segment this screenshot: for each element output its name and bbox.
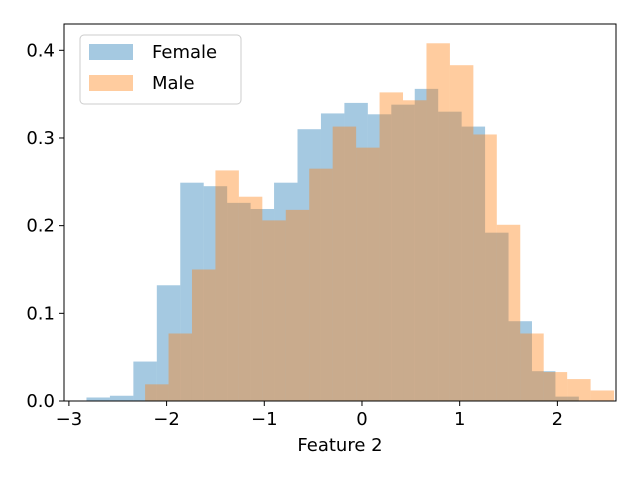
female-bar-17 [485, 232, 509, 401]
female-bar-6 [227, 202, 251, 401]
female-bar-19 [531, 371, 556, 401]
legend-label-male: Male [152, 73, 195, 94]
male-bar-4 [238, 196, 263, 401]
male-bar-14 [473, 134, 497, 401]
male-bar-1 [168, 333, 192, 401]
female-bar-14 [414, 88, 439, 402]
x-tick-label: 1 [454, 409, 465, 430]
female-bar-8 [274, 182, 298, 401]
male-bar-15 [496, 224, 521, 401]
male-bar-12 [426, 43, 450, 402]
male-bar-5 [262, 220, 286, 401]
female-bar-3 [156, 285, 181, 401]
x-tick-label: −2 [153, 409, 180, 430]
male-bar-17 [543, 372, 568, 401]
male-bar-3 [215, 170, 239, 401]
female-bar-10 [320, 113, 345, 401]
female-bar-9 [297, 129, 321, 402]
legend-swatch-male [89, 75, 133, 91]
female-bar-4 [180, 182, 204, 401]
x-tick-label: 2 [552, 409, 563, 430]
female-bar-18 [508, 321, 532, 401]
x-tick-label: −1 [251, 409, 278, 430]
y-tick-label: 0.0 [26, 391, 55, 412]
male-bar-9 [356, 147, 380, 401]
x-axis-ticks: −3 −2 −1 0 1 2 [56, 401, 563, 430]
female-bar-2 [133, 361, 157, 401]
male-bar-18 [567, 379, 591, 401]
y-axis-ticks: 0.0 0.1 0.2 0.3 0.4 [26, 40, 64, 412]
male-bar-6 [285, 209, 310, 401]
legend-label-female: Female [152, 42, 217, 63]
y-tick-label: 0.1 [26, 303, 55, 324]
male-bar-11 [403, 100, 427, 402]
female-bar-12 [367, 114, 392, 401]
female-bar-15 [438, 111, 462, 402]
male-bar-7 [309, 168, 333, 401]
male-bar-13 [449, 65, 474, 402]
x-tick-label: 0 [356, 409, 367, 430]
female-bar-20 [555, 396, 579, 401]
female-bar-7 [250, 208, 275, 401]
male-bar-8 [332, 126, 357, 401]
y-tick-label: 0.3 [26, 128, 55, 149]
female-bar-16 [461, 126, 486, 401]
female-bar-0 [86, 397, 110, 401]
female-bar-13 [391, 104, 415, 401]
female-bar-11 [344, 102, 368, 401]
legend-box [79, 34, 242, 105]
legend: Female Male [79, 34, 242, 105]
female-bar-1 [109, 395, 134, 401]
x-tick-label: −3 [56, 409, 83, 430]
male-bar-0 [145, 384, 169, 401]
female-bar-5 [203, 186, 228, 401]
male-bar-10 [379, 92, 404, 401]
x-axis-label: Feature 2 [297, 435, 382, 456]
y-tick-label: 0.2 [26, 216, 55, 237]
legend-swatch-female [89, 44, 133, 60]
male-bar-16 [520, 333, 544, 401]
bars-layer [86, 43, 615, 402]
male-bar-19 [590, 390, 615, 401]
y-tick-label: 0.4 [26, 40, 55, 61]
male-bar-2 [191, 269, 216, 401]
plot-frame [63, 23, 617, 402]
